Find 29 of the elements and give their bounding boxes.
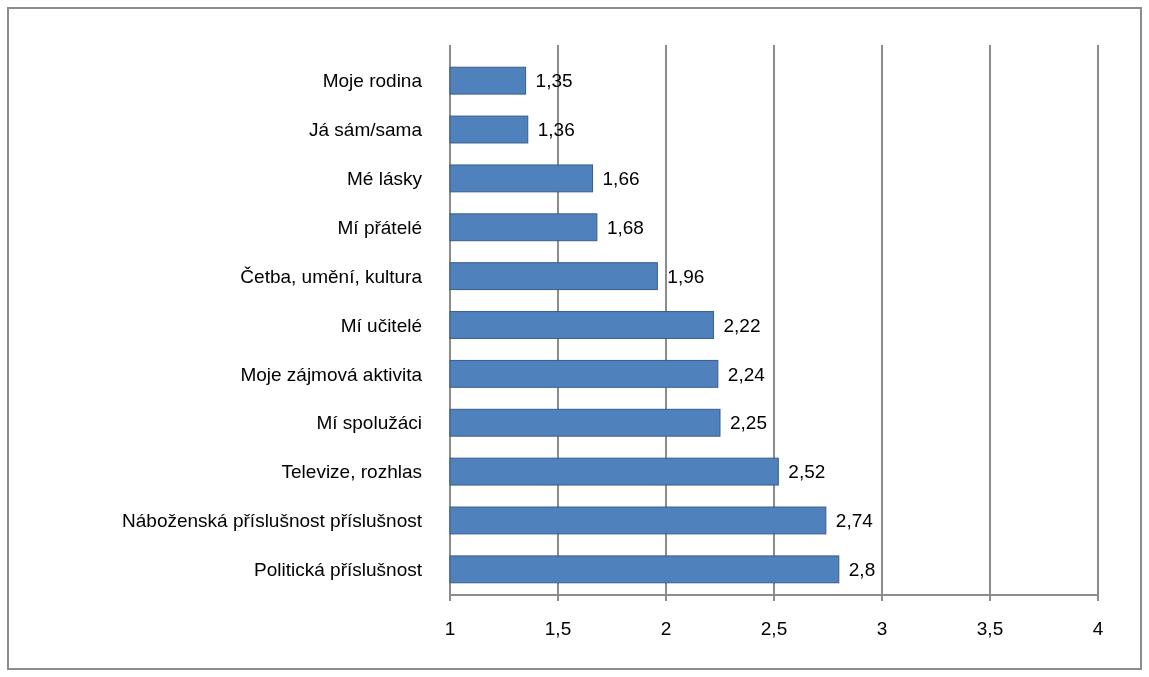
data-label: 1,96 [667,265,705,287]
x-tick-label: 1,5 [544,618,572,639]
x-tick-label: 3 [876,618,888,639]
y-tick-label: Mí spolužáci [316,412,422,434]
data-label: 2,52 [788,461,826,483]
data-label: 2,25 [730,412,767,434]
data-label: 1,36 [537,119,575,141]
y-tick-label: Moje rodina [322,70,423,92]
y-tick-label: Četba, umění, kultura [240,265,423,287]
data-label: 2,74 [835,510,874,532]
y-tick-label: Mé lásky [347,168,423,190]
y-tick-label: Já sám/sama [309,119,423,141]
y-tick-label: Náboženská příslušnost příslušnost [122,510,423,532]
data-label: 1,66 [602,168,640,190]
y-tick-label: Mí učitelé [340,314,422,336]
x-tick-label: 2 [660,618,672,639]
y-tick-label: Televize, rozhlas [281,461,422,483]
data-label: 2,22 [723,314,761,336]
y-tick-label: Politická příslušnost [254,558,423,580]
x-tick-label: 2,5 [760,618,788,639]
data-label: 2,8 [848,558,876,580]
data-label: 2,24 [727,363,766,385]
y-tick-label: Mí přátelé [337,216,422,238]
x-tick-label: 1 [444,618,456,639]
data-label: 1,35 [535,70,573,92]
y-tick-label: Moje zájmová aktivita [240,363,423,385]
x-tick-label: 4 [1092,618,1104,639]
x-tick-label: 3,5 [976,618,1004,639]
data-label: 1,68 [606,216,644,238]
